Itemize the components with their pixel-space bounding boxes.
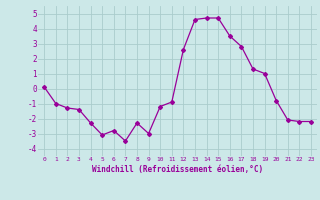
X-axis label: Windchill (Refroidissement éolien,°C): Windchill (Refroidissement éolien,°C) bbox=[92, 165, 263, 174]
